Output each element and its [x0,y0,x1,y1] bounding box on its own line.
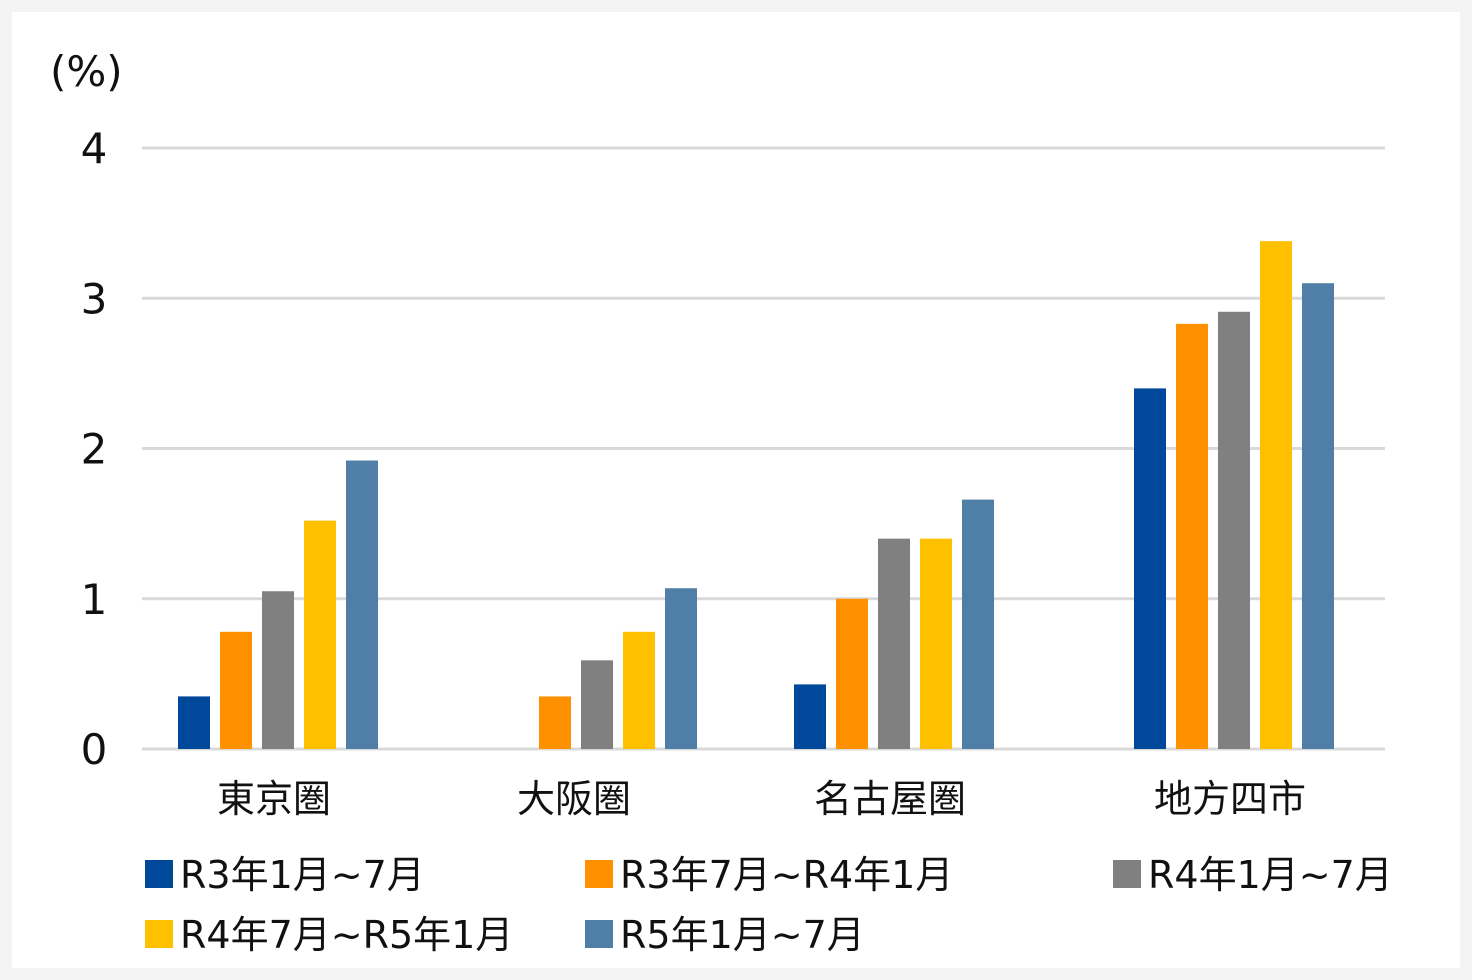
bar-2-2 [878,538,910,749]
y-tick-2: 2 [81,425,108,474]
bar-chart: (%) 0 1 2 3 4 東京圏 大阪圏 名古屋圏 地方四市 R3年1月~7月 R3年7月~R… [50,47,1393,957]
legend-swatch-2 [1113,860,1141,888]
bar-0-3 [304,520,336,749]
bar-3-2 [1218,311,1250,749]
legend-label-3: R4年7月~R5年1月 [180,913,513,957]
y-tick-0: 0 [81,725,108,774]
bar-1-4 [665,588,697,749]
chart-frame: (%) 0 1 2 3 4 東京圏 大阪圏 名古屋圏 地方四市 R3年1月~7月 R3年7月~R… [12,12,1460,968]
y-tick-3: 3 [81,274,108,323]
bar-2-4 [962,499,994,749]
y-tick-4: 4 [81,124,108,173]
category-labels: 東京圏 大阪圏 名古屋圏 地方四市 [217,777,1306,821]
bar-2-3 [920,538,952,749]
y-unit-label: (%) [50,47,123,96]
category-label-0: 東京圏 [217,777,331,821]
legend-item-2: R4年1月~7月 [1113,853,1393,897]
bars [178,241,1334,749]
bar-0-0 [178,696,210,749]
bar-3-1 [1176,323,1208,749]
bar-3-3 [1260,241,1292,749]
legend-label-0: R3年1月~7月 [180,853,425,897]
legend-swatch-1 [585,860,613,888]
legend-item-4: R5年1月~7月 [585,913,865,957]
bar-2-1 [836,598,868,749]
bar-0-1 [220,631,252,749]
legend-swatch-4 [585,920,613,948]
category-label-2: 名古屋圏 [814,777,966,821]
legend: R3年1月~7月 R3年7月~R4年1月 R4年1月~7月 R4年7月~R5年1月 R5… [145,853,1393,957]
bar-3-0 [1134,388,1166,749]
bar-1-1 [539,696,571,749]
legend-item-1: R3年7月~R4年1月 [585,853,953,897]
bar-2-0 [794,684,826,749]
bar-3-4 [1302,283,1334,749]
legend-swatch-3 [145,920,173,948]
legend-label-4: R5年1月~7月 [620,913,865,957]
bar-1-2 [581,660,613,749]
legend-item-0: R3年1月~7月 [145,853,425,897]
y-tick-labels: 0 1 2 3 4 [81,124,108,774]
legend-swatch-0 [145,860,173,888]
bar-1-3 [623,631,655,749]
category-label-1: 大阪圏 [517,777,631,821]
bar-0-2 [262,591,294,749]
legend-item-3: R4年7月~R5年1月 [145,913,513,957]
category-label-3: 地方四市 [1154,777,1306,821]
legend-label-2: R4年1月~7月 [1148,853,1393,897]
y-tick-1: 1 [81,575,108,624]
bar-0-4 [346,460,378,749]
legend-label-1: R3年7月~R4年1月 [620,853,953,897]
